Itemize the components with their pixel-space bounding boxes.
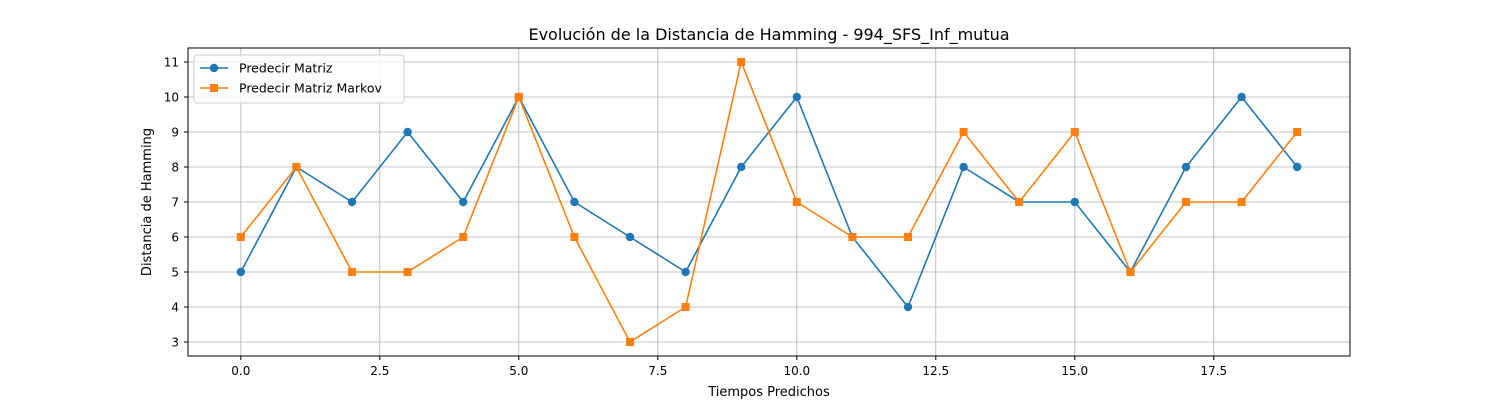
x-tick-label: 5.0 xyxy=(509,364,528,378)
x-axis-label: Tiempos Predichos xyxy=(707,385,830,400)
data-point xyxy=(1237,198,1246,206)
legend-label: Predecir Matriz Markov xyxy=(239,81,382,96)
legend-marker xyxy=(209,63,219,73)
y-tick-label: 7 xyxy=(171,196,179,210)
series-line xyxy=(240,61,1298,343)
data-point xyxy=(1015,198,1024,206)
data-point xyxy=(514,93,523,101)
x-tick-label: 12.5 xyxy=(922,364,949,378)
data-point xyxy=(1126,268,1135,276)
data-point xyxy=(737,58,746,66)
x-tick-label: 2.5 xyxy=(370,364,389,378)
data-point xyxy=(403,268,412,276)
y-tick-label: 11 xyxy=(164,56,179,70)
y-tick-label: 3 xyxy=(171,336,179,350)
legend-entry: Predecir Matriz xyxy=(200,61,333,76)
data-point xyxy=(625,232,635,242)
data-point xyxy=(1181,198,1190,206)
data-point xyxy=(903,302,913,312)
data-point xyxy=(292,163,301,171)
data-point xyxy=(348,268,357,276)
data-point xyxy=(1070,197,1079,207)
data-point xyxy=(626,338,635,346)
legend-label: Predecir Matriz xyxy=(239,61,333,76)
series-layer xyxy=(236,58,1302,346)
y-tick-label: 4 xyxy=(171,301,179,315)
data-point xyxy=(236,267,246,277)
data-point xyxy=(236,233,245,241)
data-point xyxy=(792,92,801,102)
legend-box xyxy=(193,54,405,104)
data-point xyxy=(459,197,468,207)
data-point xyxy=(459,233,468,241)
legend: Predecir Matriz Predecir Matriz Markov xyxy=(193,54,405,104)
data-point xyxy=(681,303,690,311)
data-point xyxy=(1181,162,1191,172)
data-point xyxy=(570,197,579,207)
x-tick-label: 17.5 xyxy=(1200,364,1227,378)
y-tick-label: 6 xyxy=(171,231,179,245)
data-point xyxy=(1293,128,1302,136)
data-point xyxy=(737,162,746,172)
y-tick-label: 8 xyxy=(171,161,179,175)
data-point xyxy=(1070,128,1079,136)
x-tick-label: 15.0 xyxy=(1061,364,1088,378)
legend-entry: Predecir Matriz Markov xyxy=(200,81,382,96)
y-tick-label: 10 xyxy=(164,91,179,105)
data-point xyxy=(848,233,857,241)
data-point xyxy=(959,128,968,136)
chart-title: Evolución de la Distancia de Hamming - 9… xyxy=(528,25,1009,45)
x-tick-label: 10.0 xyxy=(783,364,810,378)
data-point xyxy=(959,162,968,172)
data-point xyxy=(1237,92,1246,102)
y-axis-label: Distancia de Hamming xyxy=(140,128,155,276)
data-point xyxy=(681,267,690,277)
data-point xyxy=(792,198,801,206)
data-point xyxy=(403,127,412,137)
y-tick-label: 9 xyxy=(171,126,179,140)
x-axis-ticks: 0.0 2.5 5.0 7.5 10.0 12.5 15.0 17.5 xyxy=(231,356,1227,378)
x-tick-label: 0.0 xyxy=(231,364,250,378)
data-point xyxy=(347,197,357,207)
y-tick-label: 5 xyxy=(171,266,179,280)
legend-marker xyxy=(210,84,218,92)
x-tick-label: 7.5 xyxy=(648,364,667,378)
data-point xyxy=(903,233,912,241)
y-axis-ticks: 3 4 5 6 7 8 9 10 11 xyxy=(164,56,188,350)
data-point xyxy=(1292,162,1302,172)
data-point xyxy=(570,233,579,241)
series-2 xyxy=(236,58,1302,346)
